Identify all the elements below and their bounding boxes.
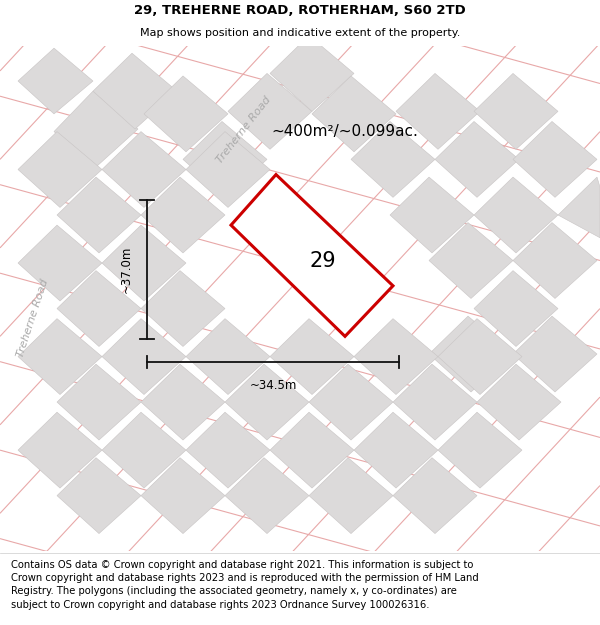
Polygon shape	[144, 76, 228, 152]
Polygon shape	[141, 458, 225, 534]
Polygon shape	[270, 36, 354, 111]
Text: Map shows position and indicative extent of the property.: Map shows position and indicative extent…	[140, 28, 460, 38]
Polygon shape	[438, 319, 522, 394]
Polygon shape	[183, 121, 267, 198]
Text: 29, TREHERNE ROAD, ROTHERHAM, S60 2TD: 29, TREHERNE ROAD, ROTHERHAM, S60 2TD	[134, 4, 466, 16]
Polygon shape	[102, 319, 186, 394]
Polygon shape	[513, 121, 597, 198]
Polygon shape	[57, 458, 141, 534]
Polygon shape	[57, 271, 141, 346]
Polygon shape	[54, 91, 138, 167]
Polygon shape	[225, 364, 309, 440]
Polygon shape	[141, 364, 225, 440]
Polygon shape	[429, 316, 513, 392]
Polygon shape	[309, 458, 393, 534]
Polygon shape	[57, 364, 141, 440]
Polygon shape	[513, 316, 597, 392]
Polygon shape	[102, 412, 186, 488]
Polygon shape	[18, 319, 102, 394]
Polygon shape	[141, 271, 225, 346]
Polygon shape	[429, 222, 513, 298]
Polygon shape	[558, 177, 600, 238]
Polygon shape	[102, 132, 186, 208]
Polygon shape	[228, 73, 312, 149]
Polygon shape	[354, 319, 438, 394]
Polygon shape	[309, 364, 393, 440]
Polygon shape	[93, 53, 177, 129]
Polygon shape	[312, 76, 396, 152]
Polygon shape	[393, 458, 477, 534]
Polygon shape	[477, 364, 561, 440]
Polygon shape	[141, 177, 225, 253]
Polygon shape	[102, 225, 186, 301]
Polygon shape	[390, 177, 474, 253]
Polygon shape	[396, 73, 480, 149]
Polygon shape	[225, 458, 309, 534]
Polygon shape	[18, 48, 93, 114]
Polygon shape	[435, 121, 519, 198]
Text: ~400m²/~0.099ac.: ~400m²/~0.099ac.	[272, 124, 418, 139]
Polygon shape	[513, 222, 597, 298]
Polygon shape	[186, 132, 270, 208]
Text: 29: 29	[310, 251, 337, 271]
Text: Treherne Road: Treherne Road	[215, 94, 273, 165]
Polygon shape	[351, 121, 435, 198]
Polygon shape	[18, 225, 102, 301]
Polygon shape	[270, 412, 354, 488]
Polygon shape	[438, 412, 522, 488]
Polygon shape	[393, 364, 477, 440]
Polygon shape	[18, 132, 102, 208]
Text: ~34.5m: ~34.5m	[250, 379, 296, 392]
Polygon shape	[474, 177, 558, 253]
Polygon shape	[18, 412, 102, 488]
Polygon shape	[231, 174, 393, 336]
Polygon shape	[354, 412, 438, 488]
Polygon shape	[57, 177, 141, 253]
Text: ~37.0m: ~37.0m	[119, 246, 133, 293]
Polygon shape	[186, 412, 270, 488]
Polygon shape	[186, 319, 270, 394]
Text: Treherne Road: Treherne Road	[16, 278, 50, 359]
Polygon shape	[474, 271, 558, 346]
Polygon shape	[270, 319, 354, 394]
Polygon shape	[474, 73, 558, 149]
Text: Contains OS data © Crown copyright and database right 2021. This information is : Contains OS data © Crown copyright and d…	[11, 560, 479, 610]
